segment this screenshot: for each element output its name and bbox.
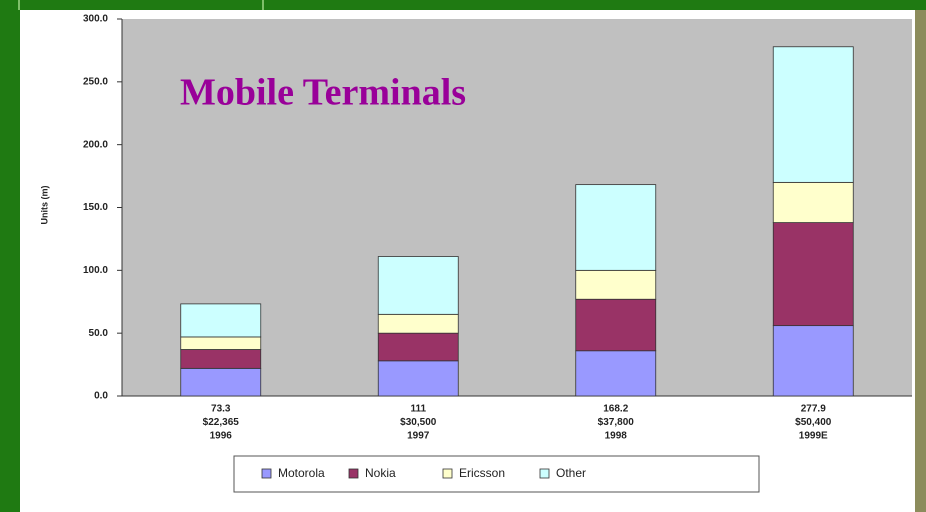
legend bbox=[233, 455, 760, 493]
y-tick-label: 150.0 bbox=[83, 202, 108, 213]
x-tick-label: 1998 bbox=[605, 431, 628, 442]
bar-segment bbox=[772, 325, 854, 397]
legend-swatch bbox=[261, 468, 272, 479]
x-tick-label: 1996 bbox=[210, 431, 233, 442]
bar-segment bbox=[575, 298, 657, 352]
legend-label: Ericsson bbox=[459, 466, 505, 480]
x-tick-label: $30,500 bbox=[400, 417, 437, 428]
legend-label: Motorola bbox=[278, 466, 325, 480]
slide-decor bbox=[18, 0, 20, 10]
x-tick-label: $37,800 bbox=[598, 417, 635, 428]
legend-label: Nokia bbox=[365, 466, 396, 480]
bar-segment bbox=[180, 349, 262, 369]
legend-label: Other bbox=[556, 466, 586, 480]
bar-segment bbox=[575, 269, 657, 300]
x-tick-label: $22,365 bbox=[203, 417, 240, 428]
bar-segment bbox=[180, 336, 262, 350]
bar-segment bbox=[377, 256, 459, 315]
legend-swatch bbox=[442, 468, 453, 479]
y-tick-label: 300.0 bbox=[83, 14, 108, 25]
x-tick-label: 73.3 bbox=[211, 404, 231, 415]
x-tick-label: 1999E bbox=[799, 431, 828, 442]
chart-title: Mobile Terminals bbox=[180, 72, 466, 114]
y-tick-label: 100.0 bbox=[83, 265, 108, 276]
x-tick-label: 168.2 bbox=[603, 404, 628, 415]
bar-segment bbox=[575, 184, 657, 271]
y-tick-label: 50.0 bbox=[89, 328, 109, 339]
x-tick-label: $50,400 bbox=[795, 417, 832, 428]
bar-segment bbox=[377, 313, 459, 334]
y-tick-label: 250.0 bbox=[83, 76, 108, 87]
slide-decor bbox=[262, 0, 264, 10]
bar-segment bbox=[575, 350, 657, 397]
bar-segment bbox=[772, 181, 854, 223]
legend-swatch bbox=[348, 468, 359, 479]
x-tick-label: 1997 bbox=[407, 431, 430, 442]
bar-segment bbox=[180, 367, 262, 397]
bar-segment bbox=[772, 222, 854, 327]
slide-edge bbox=[915, 10, 926, 512]
legend-swatch bbox=[539, 468, 550, 479]
x-tick-label: 111 bbox=[410, 404, 426, 415]
x-tick-label: 277.9 bbox=[801, 404, 826, 415]
bar-segment bbox=[377, 332, 459, 362]
y-tick-label: 0.0 bbox=[94, 391, 108, 402]
y-axis-label: Units (m) bbox=[39, 186, 49, 225]
bar-segment bbox=[180, 303, 262, 338]
bar-segment bbox=[377, 360, 459, 397]
bar-segment bbox=[772, 46, 854, 183]
y-tick-label: 200.0 bbox=[83, 139, 108, 150]
